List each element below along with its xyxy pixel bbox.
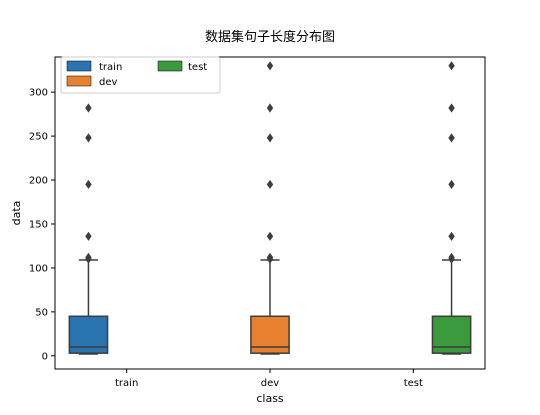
outlier-point [85, 179, 92, 190]
legend: train dev test [60, 56, 221, 94]
legend-label-dev: dev [99, 77, 118, 88]
outlier-point [448, 254, 455, 264]
outlier-point [448, 133, 455, 143]
box-test [431, 61, 472, 355]
outlier-point [448, 103, 455, 113]
outlier-point [85, 254, 92, 264]
outlier-point [85, 103, 92, 113]
legend-swatch-test [157, 60, 183, 72]
y-tick-label: 150 [29, 219, 48, 230]
outlier-point [448, 61, 455, 71]
outlier-point [266, 133, 274, 143]
x-axis: train dev test [115, 369, 423, 389]
outlier-point [85, 133, 92, 143]
legend-label-train: train [99, 62, 122, 73]
y-tick-label: 200 [29, 176, 48, 187]
outlier-point [85, 231, 92, 241]
boxes [68, 61, 472, 355]
y-tick-label: 300 [29, 88, 48, 99]
box-train [68, 103, 109, 355]
y-axis-label: data [10, 201, 23, 226]
y-tick-label: 100 [29, 263, 48, 274]
box-dev [250, 61, 290, 355]
x-axis-label: class [256, 392, 284, 405]
y-tick-label: 250 [29, 132, 48, 143]
outlier-point [266, 103, 274, 113]
outlier-point [266, 179, 274, 190]
outlier-point [266, 254, 274, 264]
chart-title: 数据集句子长度分布图 [205, 29, 335, 45]
outlier-point [448, 179, 455, 190]
legend-label-test: test [188, 62, 207, 73]
x-tick-label: test [404, 378, 423, 389]
x-tick-label: dev [261, 378, 280, 389]
outlier-point [448, 231, 455, 241]
outlier-point [266, 231, 274, 241]
y-tick-label: 50 [35, 307, 48, 318]
y-axis: 0 50 100 150 200 250 300 [29, 88, 55, 362]
outlier-point [266, 61, 274, 71]
x-tick-label: train [115, 378, 138, 389]
legend-swatch-train [66, 60, 92, 72]
legend-swatch-dev [66, 75, 92, 87]
y-tick-label: 0 [42, 351, 48, 362]
